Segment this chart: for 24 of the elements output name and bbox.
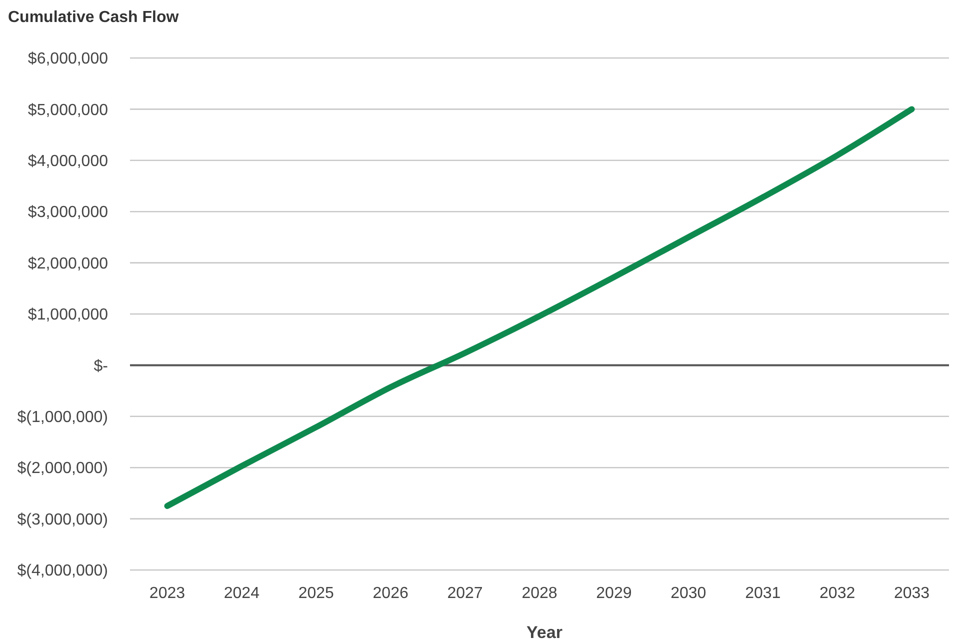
x-tick-label: 2024 <box>224 585 260 602</box>
y-tick-label: $3,000,000 <box>28 204 108 222</box>
x-tick-label: 2026 <box>372 585 408 602</box>
x-tick-label: 2031 <box>745 585 781 602</box>
y-tick-label: $(3,000,000) <box>17 511 108 528</box>
x-tick-label: 2027 <box>447 585 483 602</box>
y-tick-label: $1,000,000 <box>28 306 108 324</box>
y-tick-label: $5,000,000 <box>28 102 108 119</box>
y-tick-label: $(2,000,000) <box>17 460 108 478</box>
y-tick-label: $(4,000,000) <box>17 562 108 580</box>
x-tick-label: 2032 <box>820 585 856 602</box>
x-tick-label: 2028 <box>522 585 558 602</box>
x-axis-title: Year <box>526 623 563 642</box>
x-tick-label: 2025 <box>298 585 334 602</box>
x-tick-label: 2030 <box>670 585 706 602</box>
chart-title: Cumulative Cash Flow <box>8 9 180 26</box>
x-tick-label: 2033 <box>894 585 930 602</box>
y-tick-label: $2,000,000 <box>28 255 108 272</box>
y-tick-label: $- <box>94 358 108 375</box>
y-tick-label: $4,000,000 <box>28 153 108 170</box>
x-tick-label: 2029 <box>596 585 632 602</box>
x-tick-label: 2023 <box>149 585 186 602</box>
y-tick-label: $(1,000,000) <box>17 409 108 426</box>
y-tick-label: $6,000,000 <box>28 50 108 68</box>
